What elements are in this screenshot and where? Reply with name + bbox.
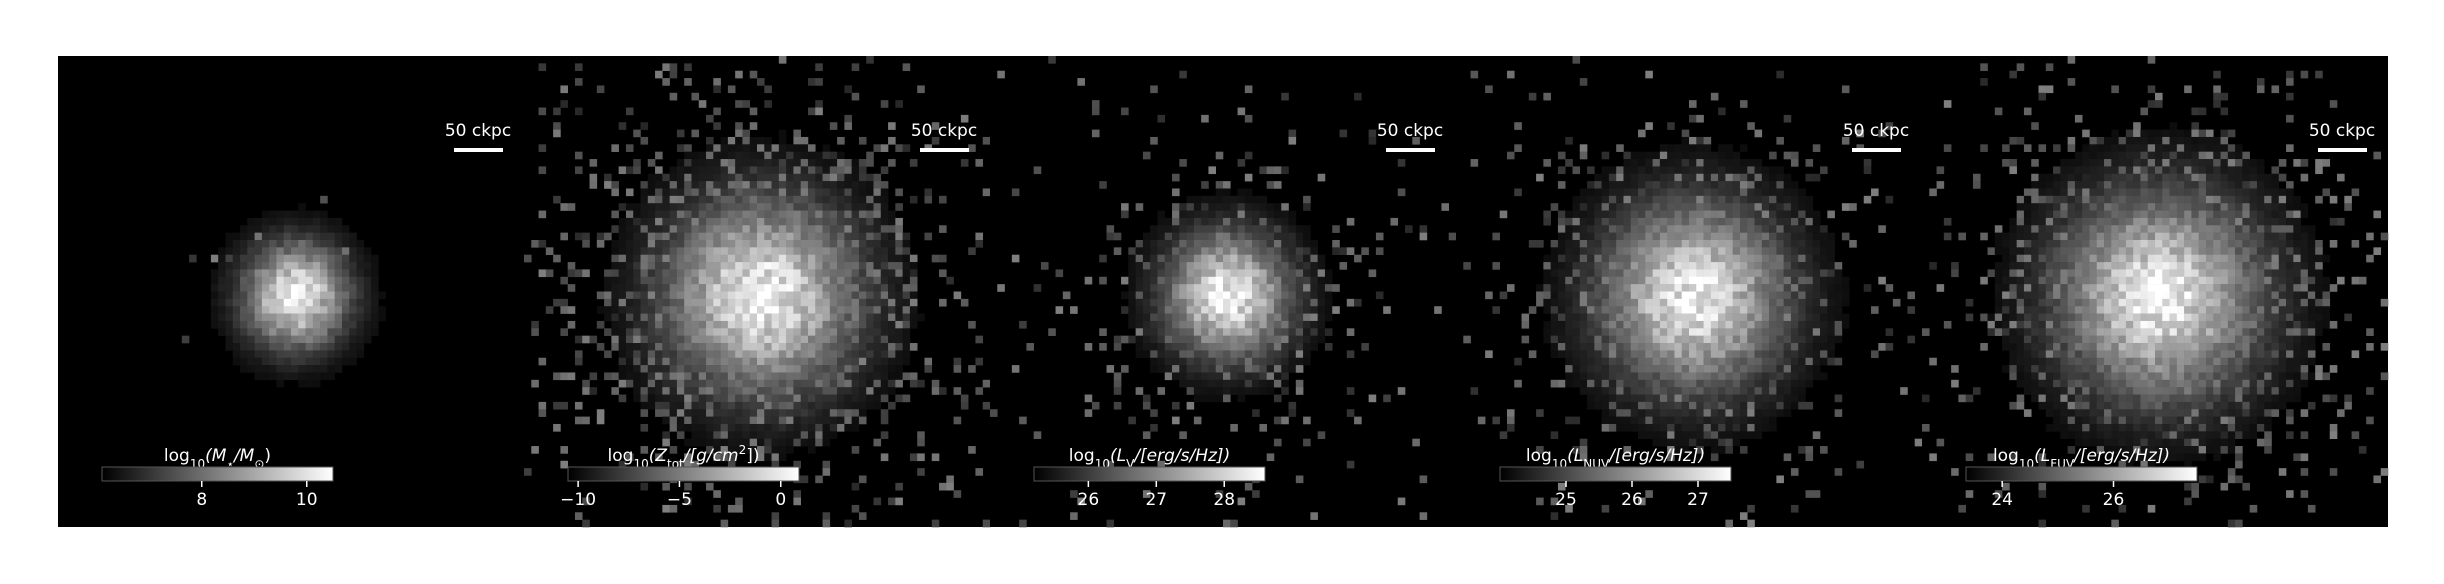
colorbar [567, 466, 800, 482]
colorbar-label-part: log [1526, 446, 1552, 466]
colorbar-label: log10(LV/[erg/s/Hz]) [1069, 446, 1230, 471]
colorbar-label-part: /[erg/s/Hz]) [1607, 446, 1705, 466]
colorbar-label-part: /[g/cm [682, 446, 739, 466]
scale-bar-label: 50 ckpc [1843, 121, 1909, 141]
colorbar-tick-label: 26 [1078, 490, 1100, 510]
panel: 50 ckpc log10(LNUV/[erg/s/Hz]) 25 26 27 [1456, 56, 1923, 528]
colorbar-tick-label: 10 [296, 490, 318, 510]
colorbar-tick-label: 27 [1687, 490, 1709, 510]
colorbar-label-part: ]) [746, 446, 759, 466]
colorbar [1033, 466, 1266, 482]
colorbar-label-part: /[erg/s/Hz]) [2072, 446, 2170, 466]
colorbar-label-part: (L [1567, 446, 1583, 466]
colorbar-label: log10(LNUV/[erg/s/Hz]) [1526, 446, 1705, 471]
colorbar-tick-label: 24 [1991, 490, 2013, 510]
colorbar [1499, 466, 1732, 482]
scale-bar-label: 50 ckpc [1377, 121, 1443, 141]
colorbar-tick-label: 28 [1213, 490, 1235, 510]
colorbar-tick-label: 27 [1145, 490, 1167, 510]
panel: 50 ckpc log10(Ztot/[g/cm2]) −10 −5 0 [524, 56, 991, 528]
colorbar-tick-label: 26 [1621, 490, 1643, 510]
colorbar-tick-label: 25 [1555, 490, 1577, 510]
colorbar-label-part: log [1993, 446, 2019, 466]
colorbar [101, 466, 334, 482]
colorbar-label-part: V [1126, 457, 1135, 471]
colorbar-label-part: log [1069, 446, 1095, 466]
colorbar-label-part: ⋆ [226, 457, 234, 471]
colorbar-tick-label: 8 [196, 490, 207, 510]
colorbar-tick-label: −5 [667, 490, 692, 510]
colorbar-tick-label: −10 [560, 490, 596, 510]
scale-bar-label: 50 ckpc [445, 121, 511, 141]
colorbar-label-part: (Z [649, 446, 668, 466]
colorbar [1965, 466, 2198, 482]
colorbar-label: log10(Ztot/[g/cm2]) [608, 443, 760, 471]
colorbar-label-part: log [608, 446, 634, 466]
colorbar-label-part: (L [1110, 446, 1126, 466]
scale-bar-label: 50 ckpc [911, 121, 977, 141]
colorbar-label-part: /[erg/s/Hz]) [1132, 446, 1230, 466]
colorbar-tick-label: 26 [2103, 490, 2125, 510]
galaxy-image [1463, 56, 1923, 528]
galaxy-image [524, 56, 991, 528]
galaxy-image [1922, 56, 2389, 528]
colorbar-label-part: /M [232, 446, 255, 466]
galaxy-image [181, 195, 386, 388]
colorbar-label-part: log [164, 446, 190, 466]
scale-bar-label: 50 ckpc [2309, 121, 2375, 141]
colorbar-label: log10(M⋆/M⊙) [164, 446, 271, 471]
colorbar-label-part: ⊙ [254, 457, 264, 471]
panel: 50 ckpc log10(LV/[erg/s/Hz]) 26 27 28 [990, 56, 1457, 528]
colorbar-label-part: (L [2034, 446, 2050, 466]
colorbar-label-part: ) [264, 446, 271, 466]
colorbar-tick-label: 0 [775, 490, 786, 510]
colorbar-label-part: (M [205, 446, 227, 466]
panel: 50 ckpc log10(M⋆/M⊙) 8 10 [58, 56, 524, 527]
colorbar-label-part: 2 [739, 443, 747, 457]
